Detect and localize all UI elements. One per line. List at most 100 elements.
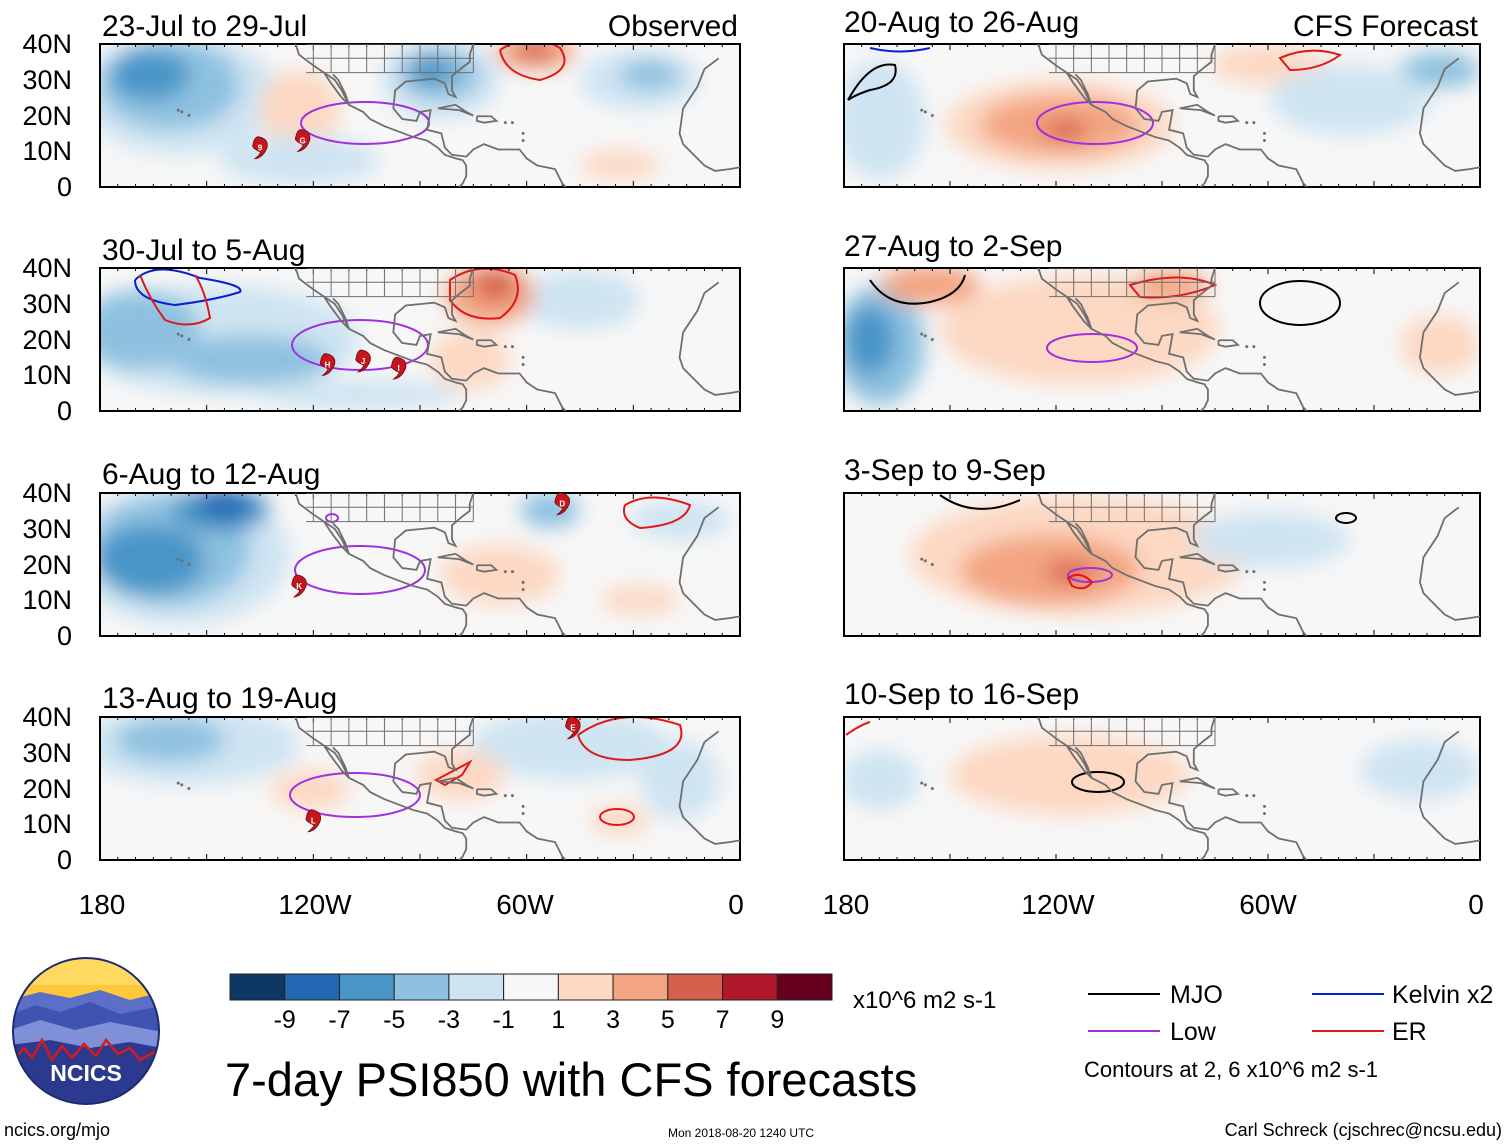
- map-panel-2: [99, 267, 741, 412]
- storm-icon: [554, 492, 570, 516]
- lat-axis: 40N 30N 20N 10N 0 40N 30N 20N 10N 0 40N …: [22, 29, 72, 875]
- storm-marker: K: [291, 574, 307, 598]
- coastline-panel: [176, 717, 740, 860]
- coastline: [323, 745, 350, 779]
- colorbar: -9 -7 -5 -3 -1 1 3 5 7 9: [229, 973, 833, 1034]
- lat-tick: 30N: [22, 514, 72, 544]
- island: [521, 580, 525, 584]
- colorbar-swatch: [229, 973, 286, 1001]
- island: [1252, 570, 1256, 574]
- island: [1262, 804, 1266, 808]
- coastline: [294, 268, 468, 411]
- colorbar-swatch: [722, 973, 778, 1001]
- colorbar-tick-label: -1: [493, 1006, 515, 1034]
- lon-tick: 60W: [496, 889, 554, 920]
- colorbar-units: x10^6 m2 s-1: [853, 987, 997, 1014]
- coastline: [1179, 552, 1216, 566]
- lat-tick: 20N: [22, 101, 72, 131]
- island: [920, 781, 924, 785]
- period-label-1: 23-Jul to 29-Jul: [102, 10, 307, 43]
- colorbar-swatch: [284, 973, 340, 1001]
- island: [503, 794, 507, 798]
- storm-marker: H: [319, 353, 336, 377]
- panel-titles: 23-Jul to 29-Jul 30-Jul to 5-Aug 6-Aug t…: [102, 6, 1479, 715]
- forecast-label: CFS Forecast: [1293, 10, 1479, 43]
- period-label-8: 10-Sep to 16-Sep: [844, 678, 1079, 711]
- colorbar-tick-label: -7: [328, 1006, 350, 1034]
- coastline: [1179, 327, 1216, 341]
- island: [503, 121, 507, 125]
- lat-tick: 20N: [22, 774, 72, 804]
- coastline: [1419, 57, 1480, 172]
- anomaly-shading: [100, 493, 730, 625]
- page-title: 7-day PSI850 with CFS forecasts: [225, 1053, 918, 1106]
- lon-tick: 0: [728, 889, 744, 920]
- island: [920, 108, 924, 112]
- colorbar-swatch: [338, 973, 395, 1001]
- coastline: [1037, 717, 1209, 860]
- island: [1262, 355, 1266, 359]
- coastline: [437, 776, 474, 790]
- lat-tick: 30N: [22, 289, 72, 319]
- island: [923, 334, 927, 338]
- colorbar-swatch: [667, 973, 724, 1001]
- coastline: [678, 730, 740, 845]
- island: [187, 787, 191, 790]
- lon-tick: 0: [1468, 889, 1484, 920]
- lat-tick: 0: [57, 396, 72, 426]
- coastline: [678, 281, 740, 396]
- coastline: [294, 717, 468, 860]
- coastline: [1179, 776, 1216, 790]
- period-label-6: 27-Aug to 2-Sep: [844, 230, 1062, 263]
- island: [1252, 121, 1256, 125]
- coastline-panel: [176, 268, 740, 411]
- island: [923, 110, 927, 114]
- coastline: [1065, 745, 1093, 779]
- lat-axis-panel-3: 40N 30N 20N 10N 0: [22, 478, 72, 651]
- island: [1262, 588, 1266, 592]
- colorbar-tick-label: -5: [383, 1006, 405, 1034]
- island: [180, 334, 184, 338]
- lat-tick: 40N: [22, 702, 72, 732]
- coastlines: [99, 44, 1481, 860]
- lon-tick: 60W: [1239, 889, 1297, 920]
- colorbar-swatch: [503, 973, 559, 1001]
- colorbar-tick-label: -9: [274, 1006, 296, 1034]
- map-panel-8: [843, 716, 1481, 861]
- anomaly-shading: [844, 721, 1480, 815]
- footer-link[interactable]: ncics.org/mjo: [4, 1120, 111, 1140]
- coastline-panel: [920, 268, 1480, 411]
- coastline: [1217, 788, 1241, 797]
- lat-axis-panel-4: 40N 30N 20N 10N 0: [22, 702, 72, 875]
- anomaly-shading: [844, 268, 1480, 405]
- period-label-2: 30-Jul to 5-Aug: [102, 234, 305, 267]
- coastline: [1217, 339, 1241, 348]
- storm-label: H: [325, 361, 331, 370]
- island: [510, 794, 514, 798]
- coastline: [475, 788, 499, 797]
- coastline: [1419, 730, 1480, 845]
- coastline: [392, 268, 567, 411]
- island: [521, 812, 525, 816]
- colorbar-swatch: [612, 973, 669, 1001]
- island: [923, 783, 927, 787]
- coastline-panel: [176, 44, 740, 187]
- lon-tick: 120W: [278, 889, 352, 920]
- island: [176, 332, 180, 336]
- contours-note: Contours at 2, 6 x10^6 m2 s-1: [1084, 1057, 1379, 1082]
- coastline: [475, 564, 499, 573]
- coastline: [1134, 717, 1308, 860]
- island: [510, 345, 514, 349]
- storm-label: K: [296, 582, 302, 591]
- lat-tick: 0: [57, 172, 72, 202]
- storm-label: E: [570, 724, 576, 733]
- storm-marker: J: [355, 349, 371, 373]
- coastline: [1419, 281, 1480, 396]
- island: [187, 114, 191, 117]
- colorbar-swatch: [448, 973, 505, 1001]
- island: [510, 121, 514, 125]
- storm-icon: [319, 353, 336, 377]
- lat-tick: 30N: [22, 65, 72, 95]
- lat-tick: 40N: [22, 29, 72, 59]
- lat-tick: 10N: [22, 360, 72, 390]
